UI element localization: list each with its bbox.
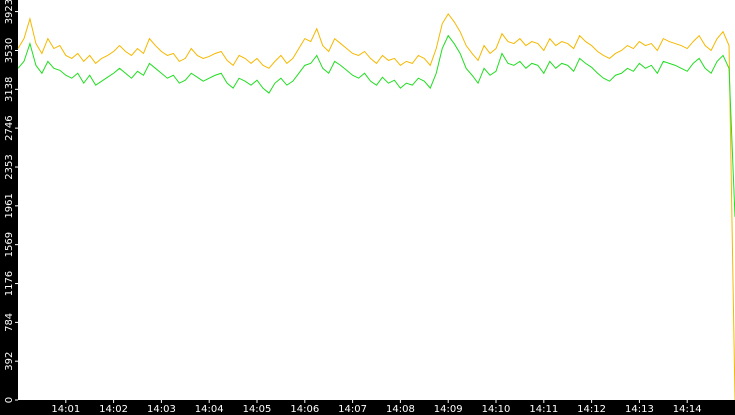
- x-tick-label: 14:06: [290, 404, 319, 415]
- y-tick-label: 0: [4, 397, 15, 403]
- series-line: [17, 12, 735, 401]
- x-tick-label: 14:02: [99, 404, 128, 415]
- y-tick-label: 3138: [4, 77, 15, 102]
- x-tick-label: 14:01: [51, 404, 80, 415]
- y-tick-label: 2746: [4, 115, 15, 140]
- series-line: [17, 34, 735, 217]
- x-tick-label: 14:14: [673, 404, 702, 415]
- x-tick-label: 14:03: [147, 404, 176, 415]
- y-tick-label: 1176: [4, 271, 15, 296]
- y-tick-label: 3923: [4, 0, 15, 24]
- x-tick-label: 14:11: [529, 404, 558, 415]
- y-tick-label: 1961: [4, 193, 15, 218]
- x-tick-label: 14:08: [386, 404, 415, 415]
- x-tick-label: 14:07: [338, 404, 367, 415]
- x-tick-label: 14:05: [243, 404, 272, 415]
- x-tick-label: 14:09: [434, 404, 463, 415]
- y-tick-label: 2353: [4, 154, 15, 179]
- y-tick-label: 784: [4, 313, 15, 332]
- y-tick-label: 3530: [4, 38, 15, 63]
- x-tick-label: 14:12: [577, 404, 606, 415]
- plot-area: [18, 0, 735, 400]
- x-tick-label: 14:10: [482, 404, 511, 415]
- y-tick-label: 392: [4, 352, 15, 371]
- x-tick-label: 14:13: [625, 404, 654, 415]
- y-tick-label: 1569: [4, 232, 15, 257]
- x-tick-label: 14:04: [195, 404, 224, 415]
